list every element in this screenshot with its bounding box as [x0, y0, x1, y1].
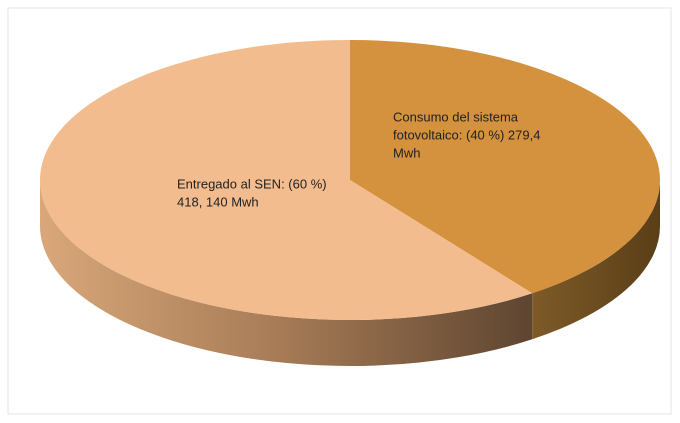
slice-label: Mwh — [393, 145, 420, 160]
slice-label: Entregado al SEN: (60 %) — [177, 176, 327, 191]
slice — [350, 40, 660, 294]
slice-side — [40, 180, 533, 367]
slice — [40, 40, 533, 321]
slice-side — [532, 180, 660, 340]
slice-label: 418, 140 Mwh — [177, 194, 259, 209]
slice-label: Consumo del sistema — [393, 109, 519, 124]
slice-label: fotovoltaico: (40 %) 279,4 — [393, 127, 540, 142]
